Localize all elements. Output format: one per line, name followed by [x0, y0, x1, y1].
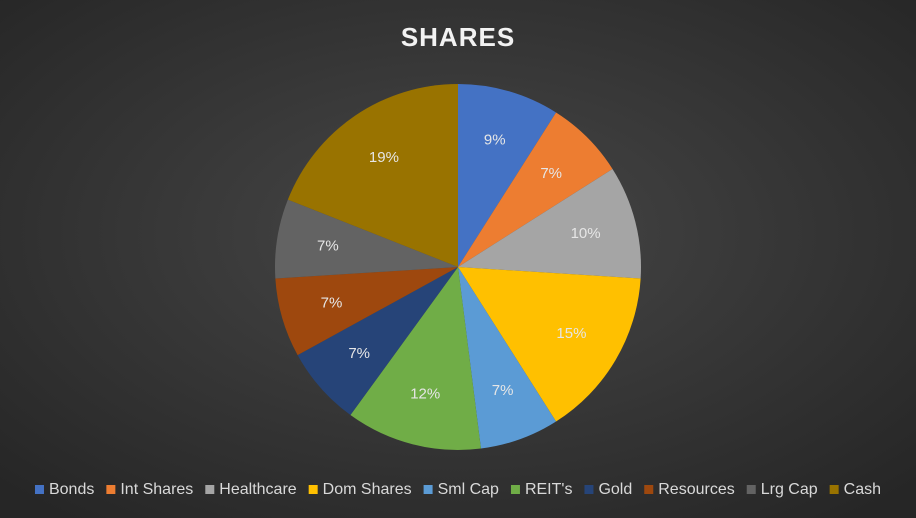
- pie-slice: [350, 267, 481, 450]
- pie-slice: [275, 267, 458, 356]
- legend-label: Resources: [658, 481, 734, 498]
- data-label: 19%: [369, 149, 399, 166]
- pie-slice: [458, 168, 641, 279]
- legend-label: Lrg Cap: [761, 481, 818, 498]
- legend-swatch: [308, 485, 318, 494]
- legend-item: Dom Shares: [308, 481, 412, 498]
- legend-swatch: [584, 485, 594, 494]
- pie-slice: [275, 199, 458, 279]
- legend-swatch: [829, 485, 839, 494]
- legend-item: Gold: [584, 481, 632, 498]
- legend-label: Gold: [598, 481, 632, 498]
- legend-item: Lrg Cap: [746, 481, 818, 498]
- data-label: 7%: [492, 382, 514, 399]
- legend-label: Dom Shares: [323, 481, 412, 498]
- pie: [275, 84, 641, 450]
- legend-label: Cash: [844, 481, 881, 498]
- data-label: 7%: [317, 237, 339, 254]
- pie-slice: [287, 84, 458, 267]
- data-label: 9%: [484, 131, 506, 148]
- legend-label: Int Shares: [120, 481, 193, 498]
- data-labels: 9% 7% 10% 15% 7% 12% 7% 7% 7% 19%: [317, 131, 601, 402]
- data-label: 7%: [348, 345, 370, 362]
- legend-item: Bonds: [34, 481, 94, 498]
- chart-title: SHARES: [401, 22, 515, 52]
- legend-swatch: [510, 485, 520, 494]
- pie-slice: [458, 267, 557, 449]
- data-label: 10%: [571, 225, 601, 242]
- legend-swatch: [746, 485, 756, 494]
- legend-label: REIT's: [525, 481, 573, 498]
- legend-swatch: [34, 485, 44, 494]
- data-label: 15%: [556, 325, 586, 342]
- pie-slice: [458, 112, 613, 267]
- legend-label: Healthcare: [219, 481, 296, 498]
- legend-item: Healthcare: [205, 481, 297, 498]
- legend-item: Int Shares: [106, 481, 193, 498]
- legend-label: Sml Cap: [438, 481, 499, 498]
- legend-item: Resources: [644, 481, 735, 498]
- legend-swatch: [423, 485, 433, 494]
- pie-slice: [458, 84, 557, 267]
- legend-item: Sml Cap: [423, 481, 499, 498]
- pie-slice: [297, 267, 458, 416]
- legend-item: REIT's: [510, 481, 573, 498]
- data-label: 12%: [410, 386, 440, 403]
- legend-swatch: [644, 485, 654, 494]
- legend: Bonds Int Shares Healthcare Dom Shares Sml C…: [34, 481, 881, 498]
- legend-swatch: [106, 485, 116, 494]
- legend-swatch: [205, 485, 215, 494]
- legend-item: Cash: [829, 481, 881, 498]
- data-label: 7%: [540, 165, 562, 182]
- pie-slice: [458, 267, 641, 422]
- legend-label: Bonds: [49, 481, 94, 498]
- data-label: 7%: [321, 295, 343, 312]
